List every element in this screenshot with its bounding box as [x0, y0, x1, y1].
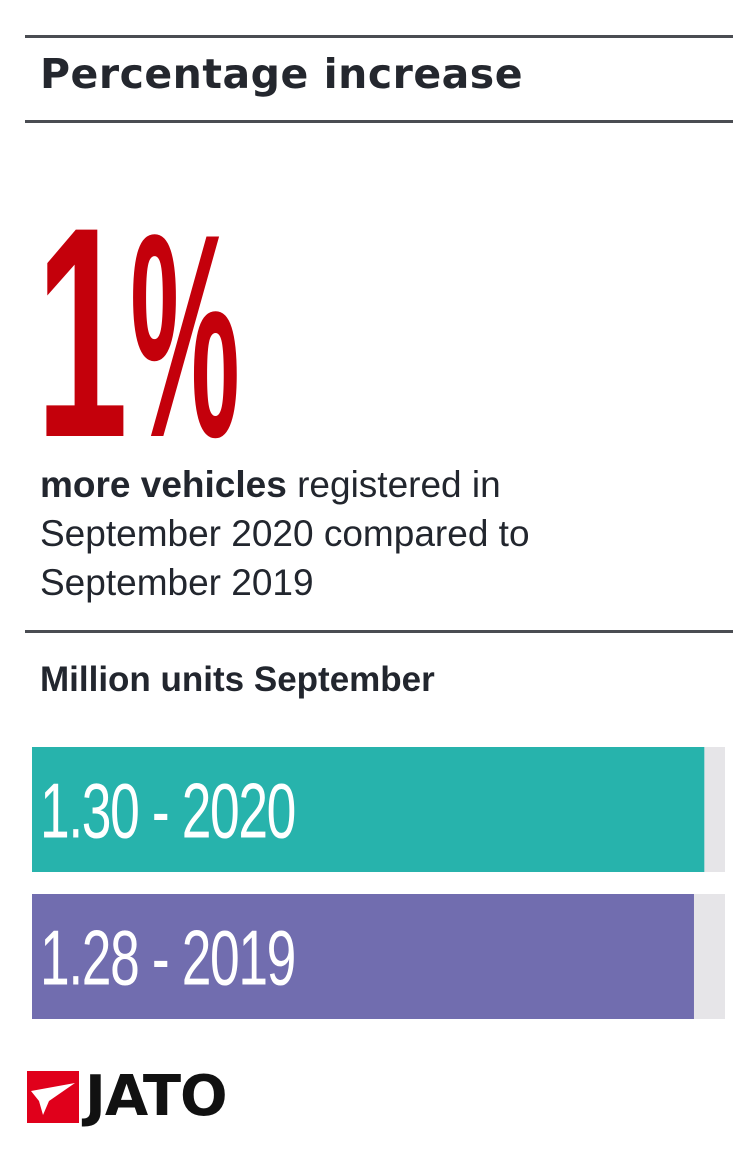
chart-title: Million units September	[40, 660, 435, 699]
bar-2019	[32, 894, 694, 1019]
title-divider	[25, 120, 733, 123]
units-bar-chart: 1.30 - 2020 1.28 - 2019	[32, 747, 725, 1019]
description-bold: more vehicles	[40, 464, 287, 505]
section-divider	[25, 630, 733, 633]
percentage-value: 1	[38, 164, 128, 448]
jato-logo-mark-icon	[27, 1071, 79, 1123]
bar-label-2019: 1.28 - 2019	[40, 914, 295, 1002]
jato-logo: JATO	[27, 1064, 228, 1129]
bar-2020	[32, 747, 705, 872]
percentage-figure: 1 %	[38, 164, 240, 448]
bar-label-2020: 1.30 - 2020	[40, 767, 295, 855]
jato-logo-text: JATO	[85, 1064, 228, 1129]
page-title: Percentage increase	[40, 50, 524, 98]
description-rest: registered in September 2020 compared to…	[40, 464, 530, 603]
percentage-unit: %	[130, 174, 240, 448]
increase-description: more vehicles registered in September 20…	[40, 460, 680, 607]
top-divider	[25, 35, 733, 38]
